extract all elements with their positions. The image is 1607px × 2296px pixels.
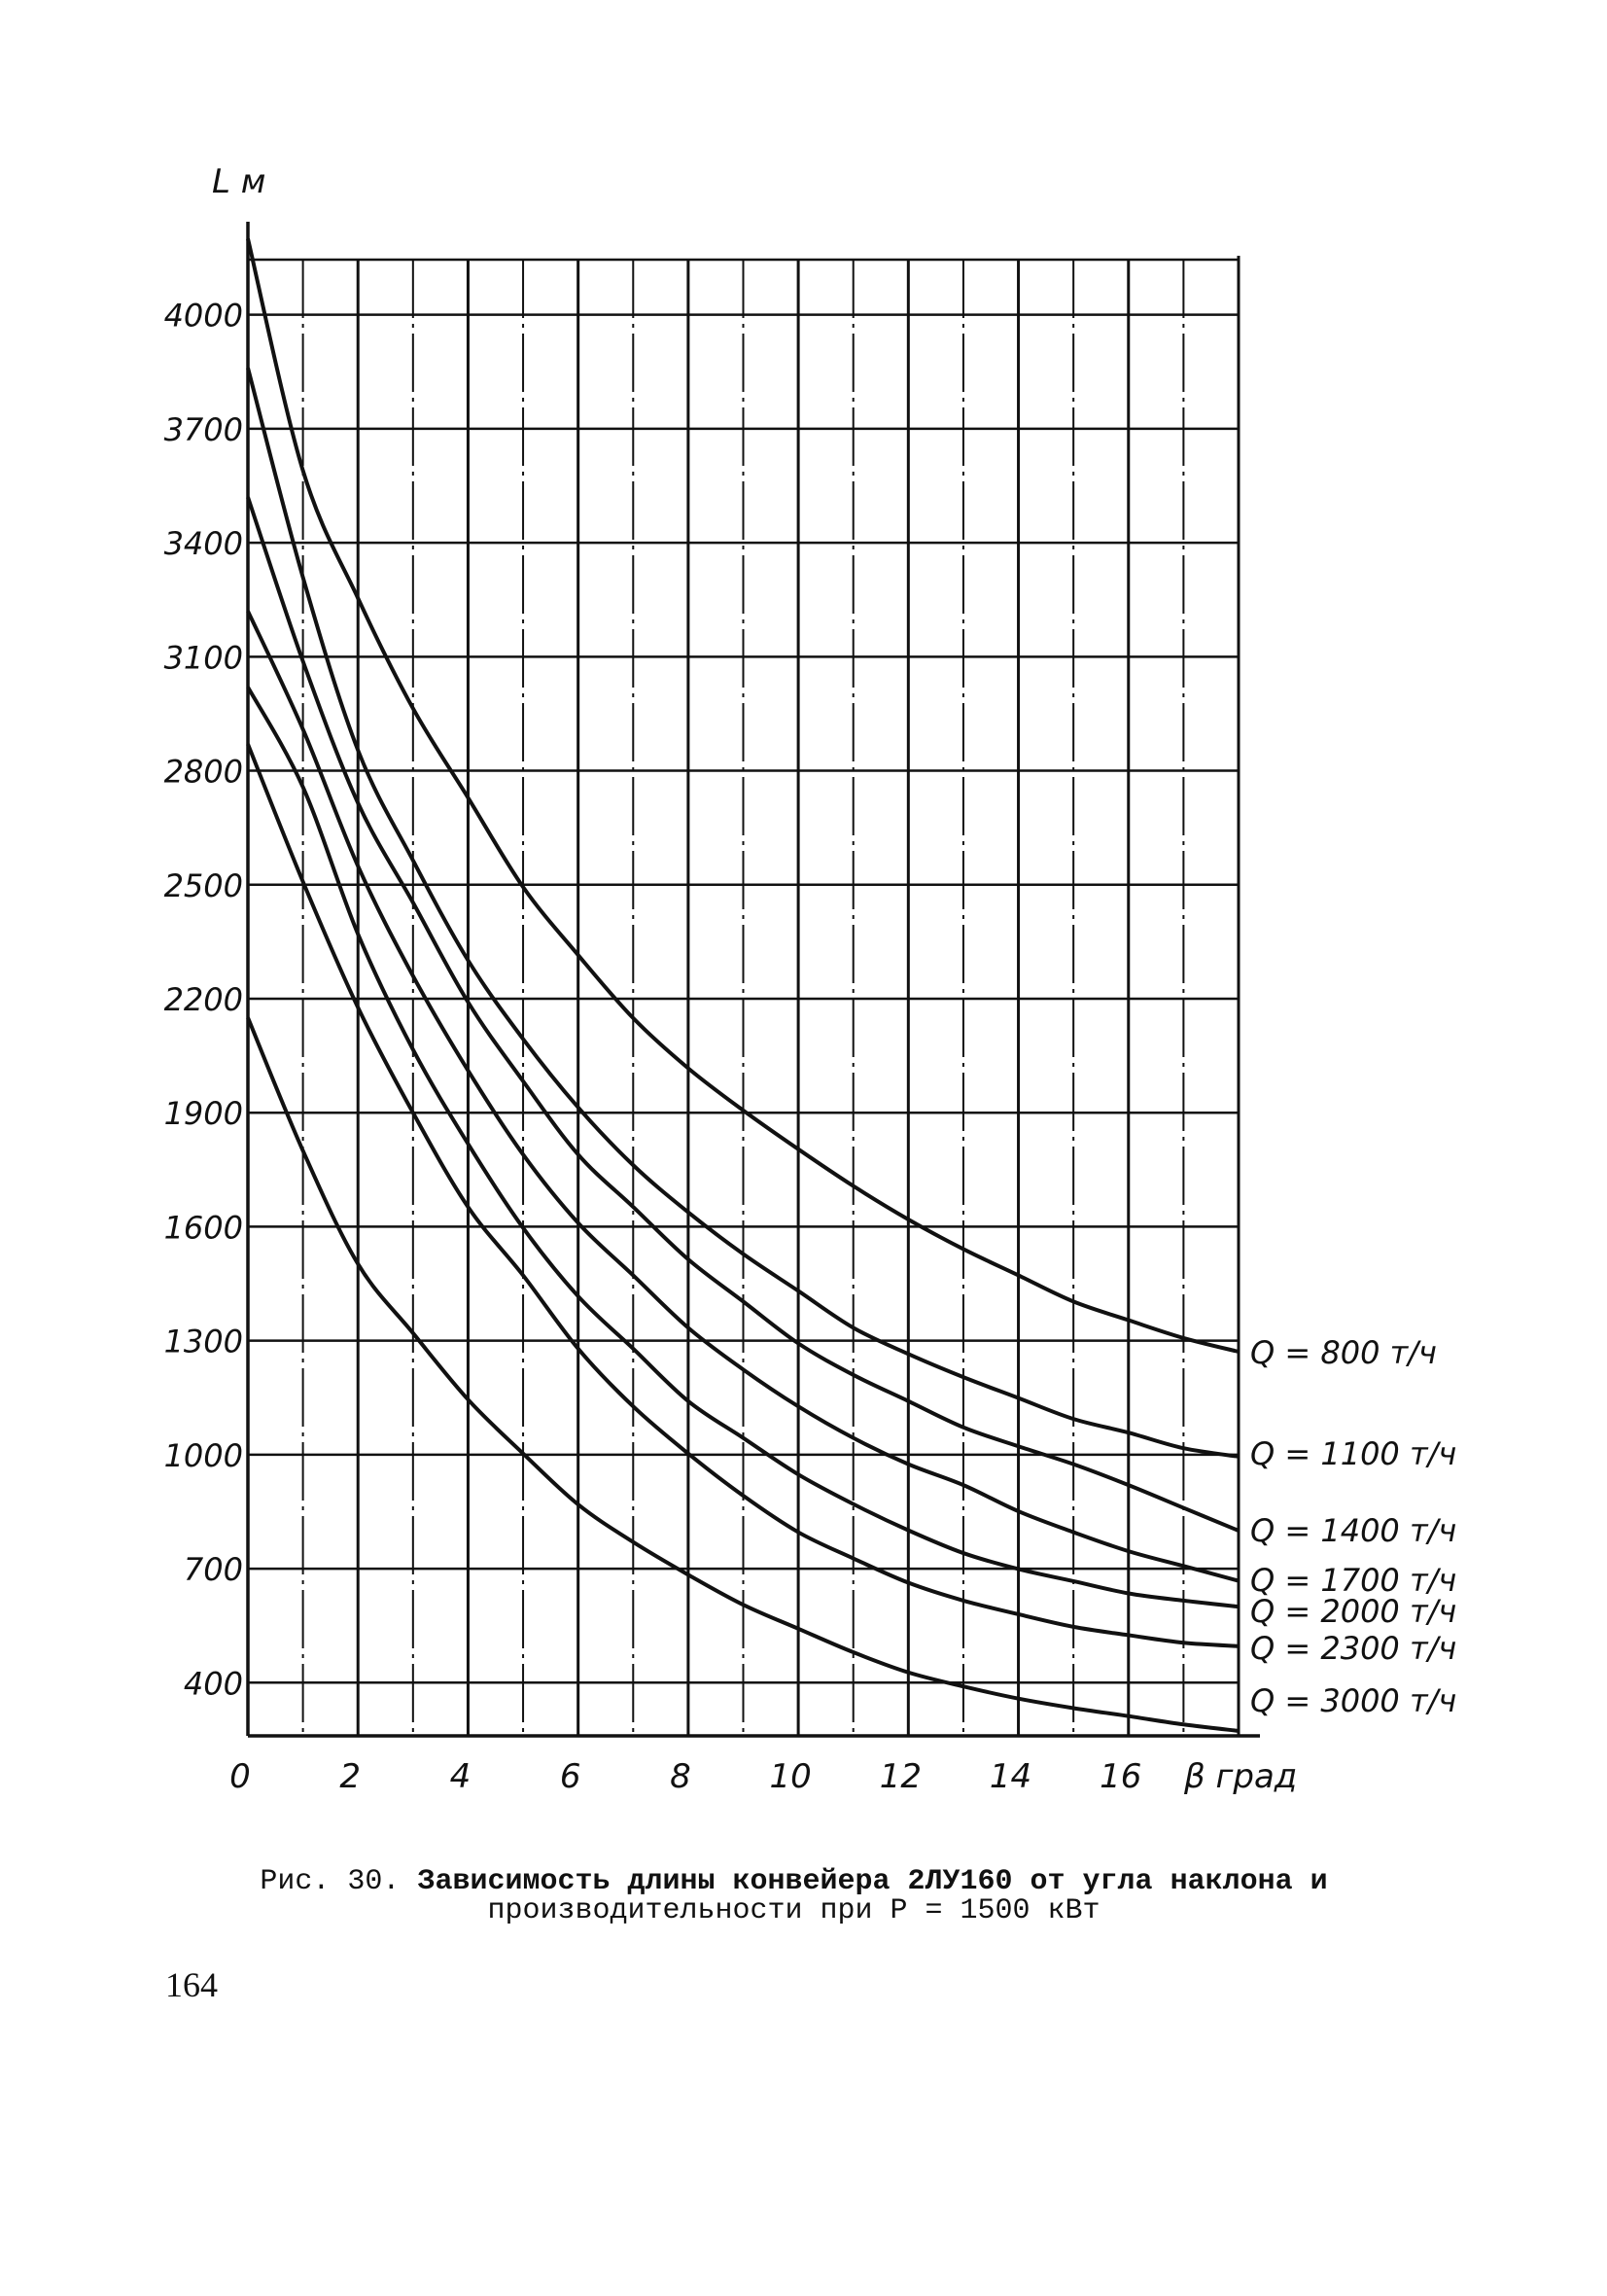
x-tick-label: 14 [990, 1757, 1031, 1796]
series-curve-2 [246, 496, 1240, 1533]
series-label: Q = 1700 т/ч [1250, 1562, 1456, 1599]
y-tick-label: 700 [184, 1551, 243, 1588]
series-label: Q = 800 т/ч [1250, 1334, 1437, 1371]
x-tick-label: 8 [670, 1757, 691, 1796]
x-tick-label: 16 [1100, 1757, 1141, 1796]
x-tick-label: 10 [769, 1757, 811, 1796]
y-tick-label: 4000 [164, 298, 243, 335]
y-tick-label: 3400 [164, 525, 243, 562]
curves [246, 238, 1240, 1733]
series-curve-0 [246, 238, 1240, 1354]
y-tick-label: 1900 [164, 1095, 243, 1132]
y-tick-label: 3700 [164, 411, 243, 448]
series-curve-5 [246, 743, 1240, 1648]
x-axis-label: β град [1183, 1757, 1297, 1796]
figure-caption-line2: производительности при P = 1500 кВт [0, 1896, 1597, 1925]
y-tick-labels: 4000 3700 3400 3100 2800 2500 2200 1900 1600 1300… [164, 298, 243, 1703]
y-tick-label: 1600 [164, 1209, 243, 1246]
caption-text-2: производительности при P = 1500 кВт [487, 1894, 1100, 1927]
page-number: 164 [165, 1965, 218, 2004]
y-tick-label: 2800 [164, 754, 243, 791]
series-label: Q = 2000 т/ч [1250, 1593, 1456, 1630]
x-tick-label: 4 [450, 1757, 472, 1796]
y-tick-label: 1000 [164, 1437, 243, 1474]
figure-number: Рис. 30. [260, 1865, 401, 1898]
y-tick-label: 2200 [164, 981, 243, 1018]
series-curve-4 [246, 686, 1240, 1609]
y-tick-label: 3100 [164, 639, 243, 676]
y-axis-label: L м [212, 162, 265, 201]
x-tick-label: 2 [339, 1757, 361, 1796]
y-tick-label: 2500 [164, 867, 243, 904]
series-label: Q = 1100 т/ч [1250, 1435, 1456, 1472]
x-tick-label: 6 [560, 1757, 581, 1796]
y-tick-label: 400 [184, 1665, 243, 1702]
caption-text-1: Зависимость длины конвейера 2ЛУ160 от уг… [417, 1865, 1328, 1898]
series-curve-3 [246, 610, 1240, 1583]
x-tick-labels: 0 2 4 6 8 10 12 14 16 [229, 1757, 1141, 1796]
series-label: Q = 2300 т/ч [1250, 1630, 1456, 1667]
series-label: Q = 3000 т/ч [1250, 1682, 1456, 1719]
x-tick-label: 0 [229, 1757, 251, 1796]
series-labels: Q = 800 т/ч Q = 1100 т/ч Q = 1400 т/ч Q = 1… [1250, 1334, 1456, 1719]
x-tick-label: 12 [880, 1757, 922, 1796]
grid [246, 222, 1260, 1738]
series-label: Q = 1400 т/ч [1250, 1512, 1456, 1549]
series-curve-6 [246, 1016, 1240, 1733]
y-tick-label: 1300 [164, 1324, 243, 1360]
figure-caption-line1: Рис. 30. Зависимость длины конвейера 2ЛУ… [0, 1867, 1597, 1896]
series-curve-1 [246, 367, 1240, 1459]
